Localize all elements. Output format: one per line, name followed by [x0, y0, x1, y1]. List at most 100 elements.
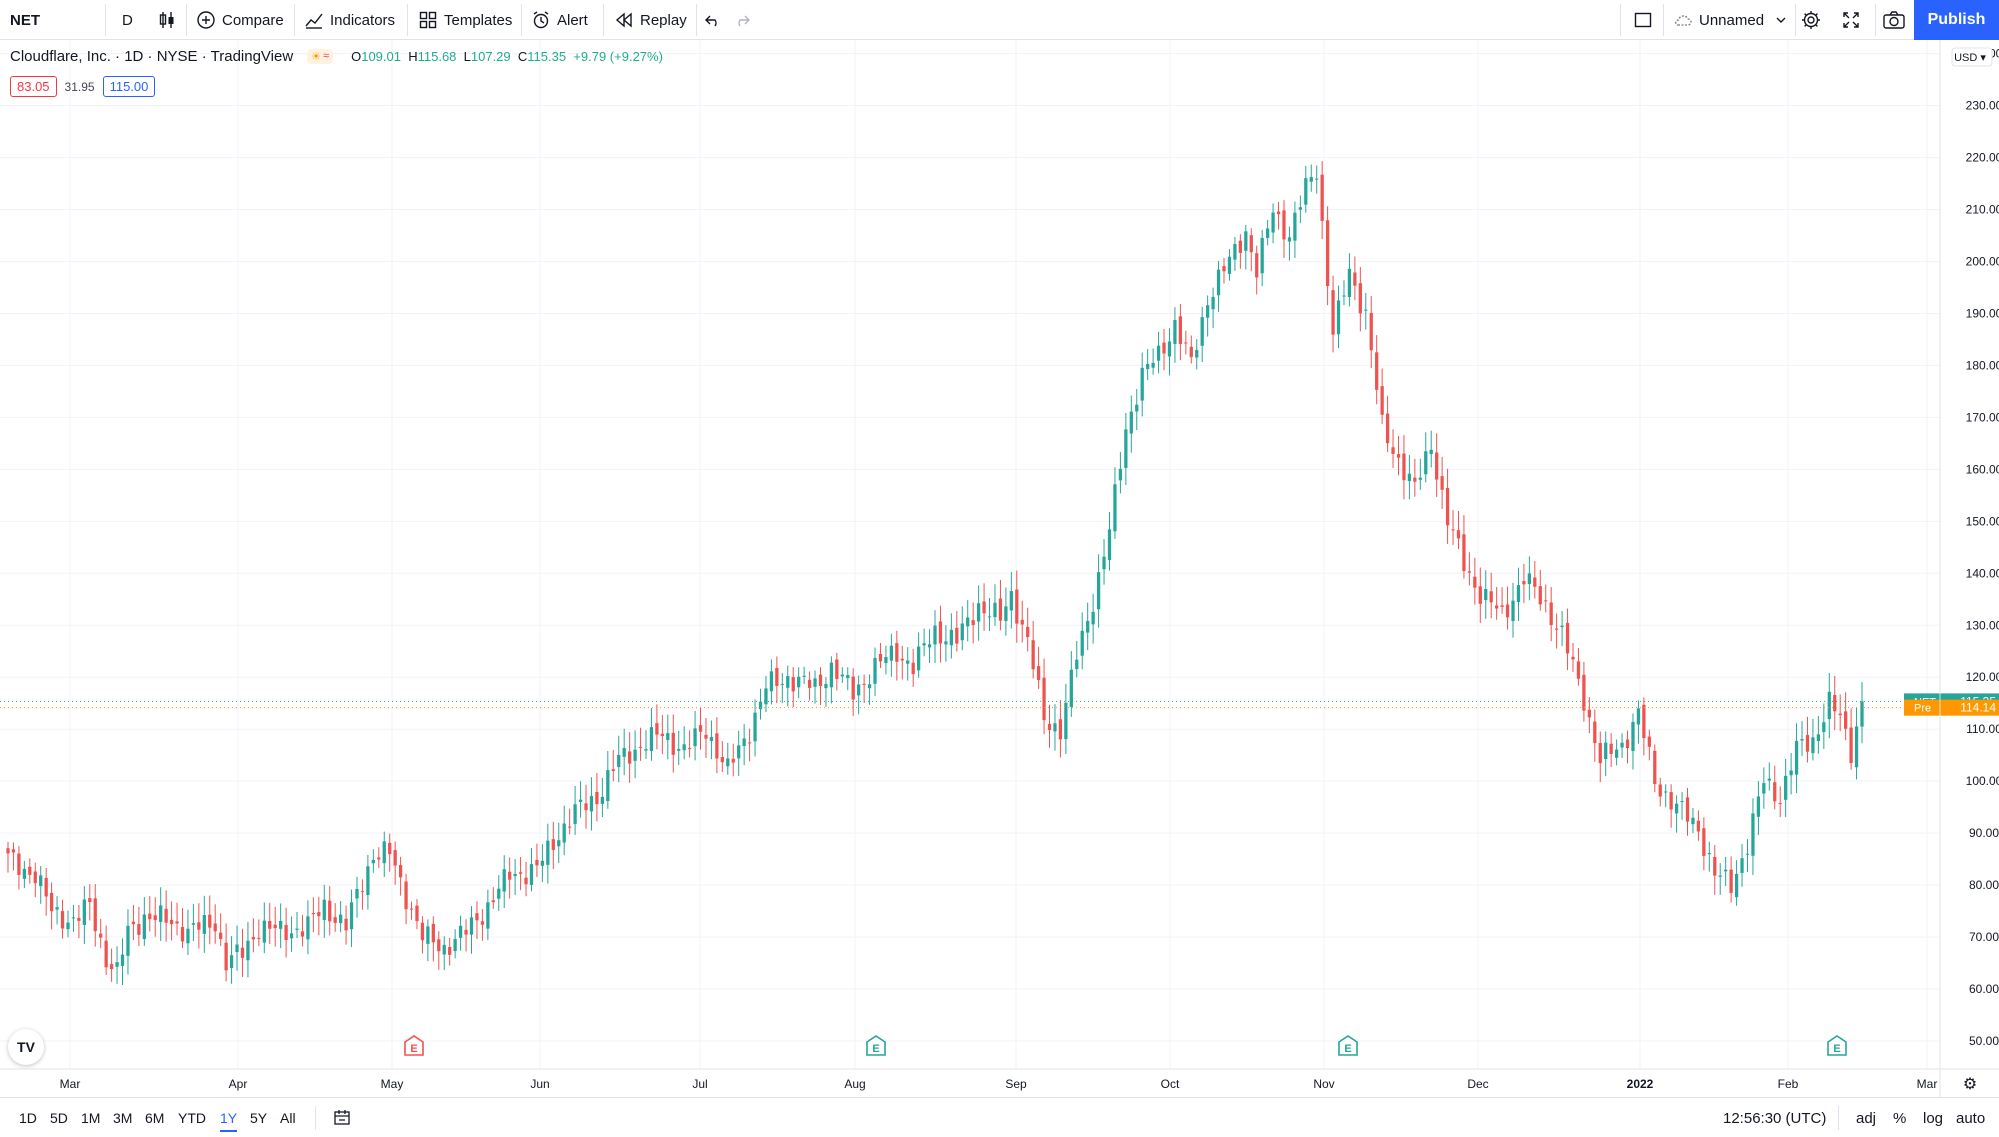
candle-body	[682, 744, 686, 751]
candle-body	[1462, 534, 1466, 571]
fullscreen-button[interactable]	[1841, 0, 1861, 40]
range-3m[interactable]: 3M	[113, 1110, 133, 1126]
candle	[322, 884, 326, 938]
candle-body	[1565, 622, 1570, 654]
candle-body	[666, 733, 670, 741]
candle-body	[224, 942, 228, 971]
candle-body	[1227, 256, 1232, 274]
plus-circle-icon	[197, 11, 215, 29]
candle-body	[497, 888, 501, 899]
candle	[1614, 739, 1619, 766]
candle-body	[568, 826, 572, 828]
candle	[453, 929, 457, 959]
price-tick-label: 230.00	[1966, 99, 1999, 113]
candle	[131, 904, 136, 941]
candle	[633, 730, 637, 779]
auto-toggle[interactable]: auto	[1956, 1109, 1986, 1127]
candle	[1745, 839, 1750, 872]
earnings-marker[interactable]: E	[1338, 1035, 1358, 1056]
range-all[interactable]: All	[280, 1110, 296, 1126]
undo-button[interactable]	[704, 0, 722, 40]
range-ytd[interactable]: YTD	[178, 1110, 206, 1126]
indicators-button[interactable]: Indicators	[304, 0, 395, 40]
range-5y[interactable]: 5Y	[250, 1110, 268, 1126]
goto-date-button[interactable]	[332, 1098, 352, 1137]
low-value: 107.29	[470, 49, 511, 64]
candle-body	[99, 933, 103, 938]
candle	[284, 907, 288, 958]
candle	[1489, 572, 1493, 619]
layout-select-button[interactable]	[1633, 0, 1653, 40]
templates-button[interactable]: Templates	[418, 0, 512, 40]
compare-button[interactable]: Compare	[196, 0, 284, 40]
range-1m[interactable]: 1M	[81, 1110, 101, 1126]
currency-select[interactable]: USD ▾	[1951, 47, 1993, 67]
adjust-toggle[interactable]: adj	[1856, 1109, 1877, 1127]
candle-body	[1140, 367, 1144, 401]
earnings-marker[interactable]: E	[1827, 1035, 1847, 1056]
symbol-search[interactable]: NET	[10, 11, 40, 29]
candle	[268, 902, 272, 945]
candle	[1200, 306, 1204, 363]
interval-button[interactable]: D	[122, 11, 133, 29]
chart-type-button[interactable]	[157, 0, 177, 40]
range-5d[interactable]: 5D	[50, 1110, 68, 1126]
candle	[333, 903, 337, 932]
candle	[1685, 788, 1690, 836]
indicator-value-red[interactable]: 83.05	[10, 76, 57, 97]
candle	[753, 699, 757, 757]
candle	[1407, 455, 1412, 500]
earnings-marker[interactable]: E	[404, 1035, 424, 1056]
candle	[606, 750, 610, 809]
range-6m[interactable]: 6M	[145, 1110, 165, 1126]
earnings-marker-shape	[1827, 1035, 1847, 1056]
candle-body	[17, 853, 21, 875]
candle-body	[1849, 727, 1853, 764]
candle	[208, 895, 212, 945]
candle	[246, 921, 250, 978]
candle-body	[1124, 429, 1128, 468]
candle-body	[1042, 677, 1046, 721]
candle	[998, 579, 1003, 631]
candle-body	[1020, 619, 1024, 625]
candle-body	[1358, 283, 1362, 314]
candle	[44, 867, 48, 916]
range-1d[interactable]: 1D	[19, 1110, 37, 1126]
earnings-marker[interactable]: E	[866, 1035, 886, 1056]
settings-button[interactable]	[1800, 0, 1822, 40]
candle-body	[502, 869, 506, 892]
market-status-pill[interactable]: ☀ ≈	[307, 49, 334, 64]
candle-body	[1026, 626, 1030, 638]
candle-body	[1614, 749, 1619, 758]
range-1y[interactable]: 1Y	[220, 1098, 238, 1137]
axis-settings-icon[interactable]: ⚙	[1963, 1074, 1977, 1093]
price-tick-label: 80.00	[1969, 878, 1999, 892]
candle	[1375, 335, 1379, 405]
redo-button[interactable]	[733, 0, 751, 40]
candle	[709, 720, 714, 760]
candle-body	[382, 841, 386, 864]
candle	[813, 670, 817, 704]
time-tick-label: May	[381, 1077, 404, 1091]
symbol-title[interactable]: Cloudflare, Inc. · 1D · NYSE · TradingVi…	[10, 48, 294, 65]
publish-button[interactable]: Publish	[1914, 0, 1999, 40]
replay-button[interactable]: Replay	[614, 0, 687, 40]
snapshot-button[interactable]	[1882, 0, 1906, 40]
layout-name-button[interactable]: Unnamed	[1673, 0, 1788, 40]
clock[interactable]: 12:56:30 (UTC)	[1723, 1109, 1827, 1127]
toolbar-divider	[1795, 4, 1796, 36]
candle-body	[1702, 828, 1706, 856]
indicator-value-blue[interactable]: 115.00	[102, 76, 156, 97]
candle	[1293, 201, 1297, 258]
candle-body	[338, 914, 343, 924]
candle	[1162, 328, 1166, 371]
percent-toggle[interactable]: %	[1893, 1109, 1907, 1127]
log-toggle[interactable]: log	[1923, 1109, 1944, 1127]
price-tick-label: 180.00	[1966, 358, 1999, 372]
tradingview-logo[interactable]: TV	[8, 1029, 44, 1065]
alert-button[interactable]: Alert	[531, 0, 588, 40]
sun-icon: ☀	[311, 51, 322, 63]
candle-body	[1844, 711, 1848, 729]
